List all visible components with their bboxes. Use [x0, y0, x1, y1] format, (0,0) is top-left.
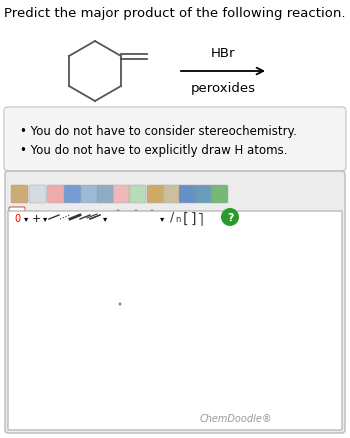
FancyBboxPatch shape: [211, 186, 228, 204]
Text: 0: 0: [14, 213, 20, 223]
Text: • You do not have to consider stereochemistry.: • You do not have to consider stereochem…: [20, 125, 297, 138]
FancyBboxPatch shape: [64, 186, 81, 204]
FancyBboxPatch shape: [147, 186, 164, 204]
Text: HBr: HBr: [211, 47, 235, 60]
Text: ⎤: ⎤: [197, 212, 203, 225]
Text: ]: ]: [190, 212, 196, 226]
FancyBboxPatch shape: [11, 186, 28, 204]
FancyBboxPatch shape: [81, 186, 98, 204]
FancyBboxPatch shape: [163, 186, 180, 204]
Text: [: [: [183, 212, 189, 226]
Text: ▾: ▾: [24, 214, 28, 223]
FancyBboxPatch shape: [129, 186, 146, 204]
FancyBboxPatch shape: [8, 212, 342, 430]
Text: peroxides: peroxides: [190, 82, 256, 95]
FancyBboxPatch shape: [195, 186, 212, 204]
FancyBboxPatch shape: [29, 186, 46, 204]
Text: ▾: ▾: [103, 214, 107, 223]
Circle shape: [221, 208, 239, 226]
FancyBboxPatch shape: [4, 108, 346, 172]
Text: ▾: ▾: [160, 214, 164, 223]
Text: n: n: [175, 215, 181, 224]
FancyBboxPatch shape: [5, 172, 345, 433]
FancyBboxPatch shape: [47, 186, 64, 204]
Circle shape: [119, 303, 121, 306]
Text: Predict the major product of the following reaction.: Predict the major product of the followi…: [4, 7, 346, 20]
Text: ?: ?: [227, 212, 233, 223]
FancyBboxPatch shape: [179, 186, 196, 204]
Text: ▾: ▾: [43, 214, 47, 223]
Text: +: +: [31, 213, 41, 223]
FancyBboxPatch shape: [9, 208, 25, 225]
Text: /: /: [170, 210, 174, 223]
Circle shape: [29, 212, 43, 226]
Text: ChemDoodle®: ChemDoodle®: [200, 413, 272, 423]
FancyBboxPatch shape: [113, 186, 130, 204]
FancyBboxPatch shape: [97, 186, 114, 204]
Text: • You do not have to explicitly draw H atoms.: • You do not have to explicitly draw H a…: [20, 144, 287, 157]
